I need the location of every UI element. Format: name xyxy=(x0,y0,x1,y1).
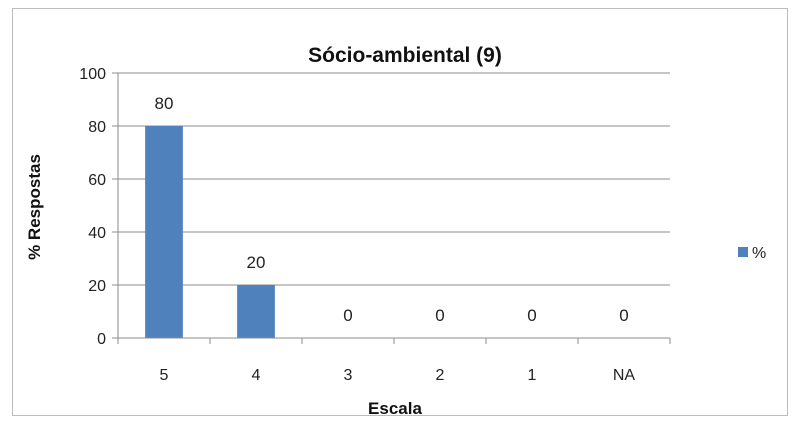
x-tick-label: 1 xyxy=(528,367,537,384)
gridlines xyxy=(118,72,670,286)
y-axis-title: % Respostas xyxy=(25,154,44,260)
x-tick-label: 3 xyxy=(344,367,353,384)
y-tick-label: 100 xyxy=(79,66,106,83)
legend-label: % xyxy=(752,245,766,262)
y-tick-label: 60 xyxy=(88,172,106,189)
x-tick-label: NA xyxy=(613,367,636,384)
y-tick-label: 20 xyxy=(88,278,106,295)
x-tick-label: 4 xyxy=(252,367,261,384)
tick-labels: 0 20 40 60 80 100 5 4 3 2 1 NA xyxy=(79,66,635,384)
y-tick-label: 80 xyxy=(88,119,106,136)
x-tick-label: 2 xyxy=(436,367,445,384)
bar-5 xyxy=(145,126,183,338)
axes xyxy=(112,72,671,344)
bars xyxy=(145,126,275,338)
data-label-1: 0 xyxy=(527,306,536,325)
legend: % xyxy=(738,245,766,262)
chart-frame xyxy=(12,8,788,416)
bar-4 xyxy=(237,285,275,338)
data-label-4: 20 xyxy=(247,253,266,272)
data-label-5: 80 xyxy=(155,94,174,113)
data-labels: 80 20 0 0 0 0 xyxy=(155,94,629,325)
x-axis-title: Escala xyxy=(368,399,422,418)
data-label-NA: 0 xyxy=(619,306,628,325)
x-tick-label: 5 xyxy=(160,367,169,384)
legend-swatch xyxy=(738,247,748,257)
y-tick-label: 0 xyxy=(97,331,106,348)
data-label-3: 0 xyxy=(343,306,352,325)
chart-title: Sócio-ambiental (9) xyxy=(308,44,502,67)
data-label-2: 0 xyxy=(435,306,444,325)
y-tick-label: 40 xyxy=(88,225,106,242)
